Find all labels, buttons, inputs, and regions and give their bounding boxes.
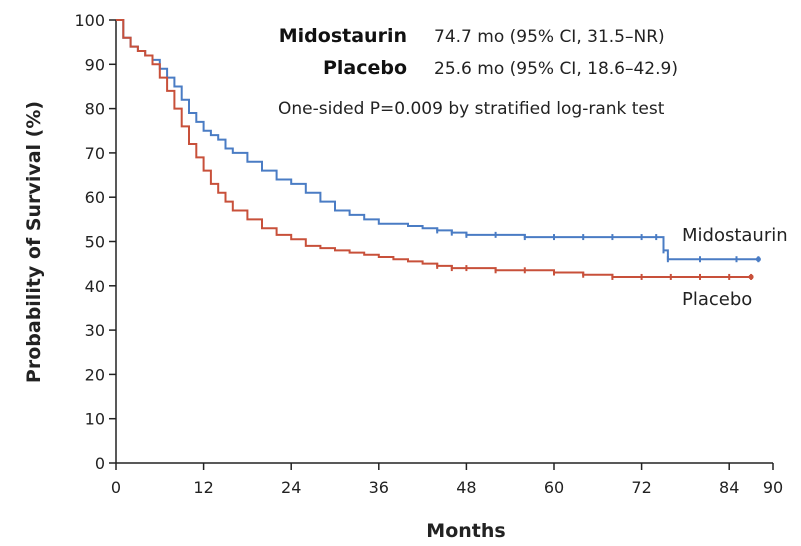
y-tick-label: 10	[85, 410, 105, 429]
y-tick-label: 80	[85, 100, 105, 119]
y-tick-label: 70	[85, 144, 105, 163]
y-tick-label: 0	[95, 454, 105, 473]
x-tick-label: 90	[763, 478, 783, 497]
placebo-median-label: Placebo	[323, 57, 407, 79]
y-tick-label: 100	[74, 11, 105, 30]
midostaurin-median-value: 74.7 mo (95% CI, 31.5–NR)	[434, 27, 665, 47]
y-tick-label: 30	[85, 321, 105, 340]
x-tick-label: 48	[456, 478, 476, 497]
series-label-midostaurin: Midostaurin	[682, 225, 788, 246]
median-annotation: Midostaurin 74.7 mo (95% CI, 31.5–NR) Pl…	[278, 25, 678, 119]
series-lines	[116, 19, 761, 280]
y-tick-label: 40	[85, 277, 105, 296]
series-end-point	[755, 256, 761, 262]
y-tick-label: 60	[85, 188, 105, 207]
x-tick-label: 0	[111, 478, 121, 497]
placebo-median-value: 25.6 mo (95% CI, 18.6–42.9)	[434, 59, 678, 79]
series-end-point	[748, 274, 754, 280]
series-line-midostaurin	[116, 19, 759, 261]
y-ticks: 0 10 20 30 40 50 60 70 80 90 100	[74, 11, 116, 473]
x-tick-label: 60	[544, 478, 564, 497]
x-tick-label: 24	[281, 478, 301, 497]
y-tick-label: 50	[85, 233, 105, 252]
y-tick-label: 20	[85, 365, 105, 384]
p-value-note: One-sided P=0.009 by stratified log-rank…	[278, 99, 665, 119]
x-ticks: 0 12 24 36 48 60 72 84 90	[111, 463, 783, 497]
x-tick-label: 12	[193, 478, 213, 497]
series-label-placebo: Placebo	[682, 289, 752, 310]
y-axis-title: Probability of Survival (%)	[23, 101, 45, 383]
axes	[115, 20, 773, 464]
x-tick-label: 36	[369, 478, 389, 497]
midostaurin-median-label: Midostaurin	[279, 25, 407, 47]
x-tick-label: 84	[719, 478, 739, 497]
x-tick-label: 72	[631, 478, 651, 497]
x-axis-title: Months	[426, 520, 505, 542]
y-tick-label: 90	[85, 55, 105, 74]
